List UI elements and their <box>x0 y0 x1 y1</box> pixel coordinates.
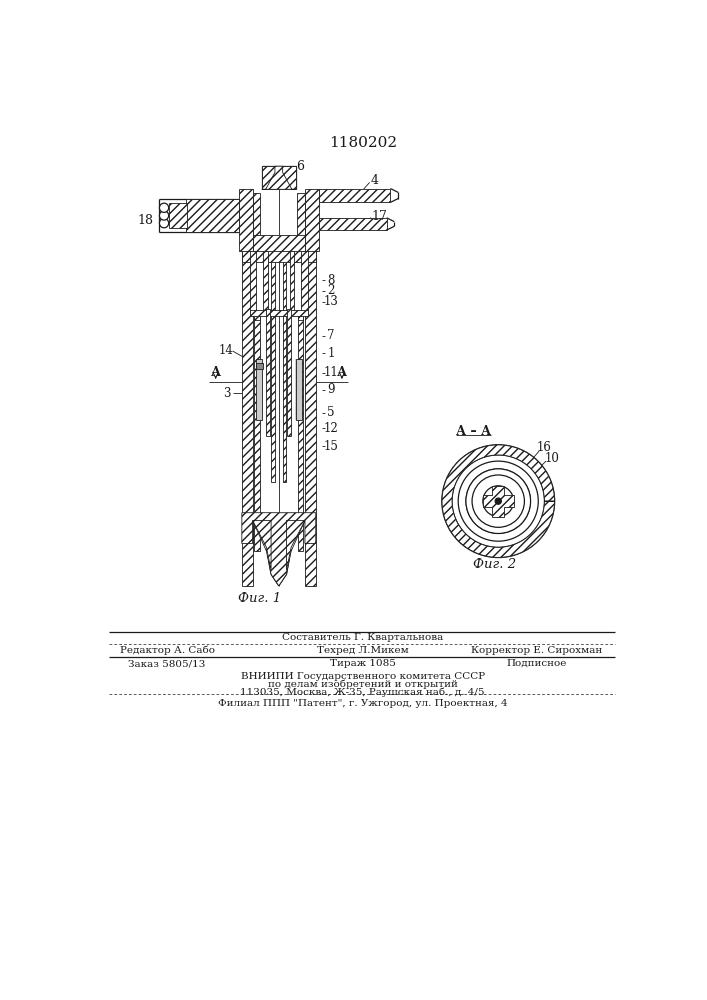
Circle shape <box>160 211 169 220</box>
Text: 4: 4 <box>371 174 379 187</box>
Text: А – А: А – А <box>456 425 491 438</box>
Text: 10: 10 <box>544 452 559 465</box>
Circle shape <box>442 445 554 557</box>
Bar <box>250 251 257 312</box>
Bar <box>305 251 316 586</box>
Text: Филиал ППП "Патент", г. Ужгород, ул. Проектная, 4: Филиал ППП "Патент", г. Ужгород, ул. Про… <box>218 699 508 708</box>
Text: Фиг. 2: Фиг. 2 <box>473 558 516 571</box>
Circle shape <box>466 469 530 533</box>
Text: 5: 5 <box>327 406 335 419</box>
Text: 2: 2 <box>327 284 335 297</box>
Bar <box>298 312 303 551</box>
Text: 8: 8 <box>327 274 335 287</box>
Bar <box>283 243 286 482</box>
Circle shape <box>491 493 506 509</box>
Bar <box>242 247 316 262</box>
Text: ВНИИПИ Государственного комитета СССР: ВНИИПИ Государственного комитета СССР <box>240 672 485 681</box>
Bar <box>298 311 303 320</box>
Text: 9: 9 <box>327 383 335 396</box>
Bar <box>252 235 305 251</box>
Bar <box>250 310 308 316</box>
Bar <box>287 309 291 436</box>
Polygon shape <box>256 359 262 420</box>
Text: 12: 12 <box>324 422 339 434</box>
Polygon shape <box>262 166 296 189</box>
Text: 13: 13 <box>324 295 339 308</box>
Bar <box>187 199 239 232</box>
Text: 7: 7 <box>327 329 335 342</box>
Text: 1: 1 <box>327 347 335 360</box>
Polygon shape <box>286 520 305 570</box>
Text: 6: 6 <box>296 160 304 173</box>
Bar <box>305 189 319 251</box>
Bar <box>264 251 268 312</box>
Circle shape <box>452 455 544 547</box>
Text: А: А <box>337 366 347 379</box>
Bar <box>262 166 296 189</box>
Text: Техред Л.Микем: Техред Л.Микем <box>317 646 409 655</box>
Polygon shape <box>252 520 271 570</box>
Circle shape <box>483 486 514 517</box>
Text: 16: 16 <box>537 441 552 454</box>
Text: 11: 11 <box>324 366 339 379</box>
Text: Фиг. 1: Фиг. 1 <box>238 592 281 605</box>
Bar <box>271 243 275 482</box>
Text: Редактор А. Сабо: Редактор А. Сабо <box>119 646 215 655</box>
Text: 15: 15 <box>324 440 339 453</box>
Text: 113035, Москва, Ж-35, Раушская наб., д. 4/5: 113035, Москва, Ж-35, Раушская наб., д. … <box>240 687 485 697</box>
Circle shape <box>458 461 538 541</box>
Polygon shape <box>442 445 554 557</box>
Bar <box>301 251 308 312</box>
Circle shape <box>160 203 169 212</box>
Bar <box>242 251 252 586</box>
Polygon shape <box>483 486 514 517</box>
Text: Составитель Г. Квартальнова: Составитель Г. Квартальнова <box>282 633 443 642</box>
Bar <box>319 189 390 202</box>
Bar <box>254 312 259 551</box>
Text: Тираж 1085: Тираж 1085 <box>329 659 396 668</box>
Bar <box>319 218 387 230</box>
Text: 17: 17 <box>371 210 387 223</box>
Polygon shape <box>242 513 316 586</box>
Bar <box>254 311 259 320</box>
Text: по делам изобретений и открытий: по делам изобретений и открытий <box>268 680 457 689</box>
Text: 1180202: 1180202 <box>329 136 397 150</box>
Bar <box>239 189 252 251</box>
Text: Заказ 5805/13: Заказ 5805/13 <box>129 659 206 668</box>
Text: А: А <box>211 366 221 379</box>
Bar <box>256 363 264 369</box>
Bar <box>169 203 187 228</box>
Polygon shape <box>296 359 302 420</box>
Circle shape <box>495 498 501 504</box>
Bar <box>297 193 305 235</box>
Bar <box>267 309 270 436</box>
Bar <box>290 251 294 312</box>
Text: 14: 14 <box>219 344 234 358</box>
Text: Подписное: Подписное <box>506 659 567 668</box>
Circle shape <box>160 219 169 228</box>
Circle shape <box>472 475 525 527</box>
Bar <box>252 193 260 235</box>
Text: Корректор Е. Сирохман: Корректор Е. Сирохман <box>471 646 602 655</box>
Text: 3: 3 <box>223 387 230 400</box>
Text: 18: 18 <box>137 214 153 227</box>
Polygon shape <box>466 469 530 533</box>
